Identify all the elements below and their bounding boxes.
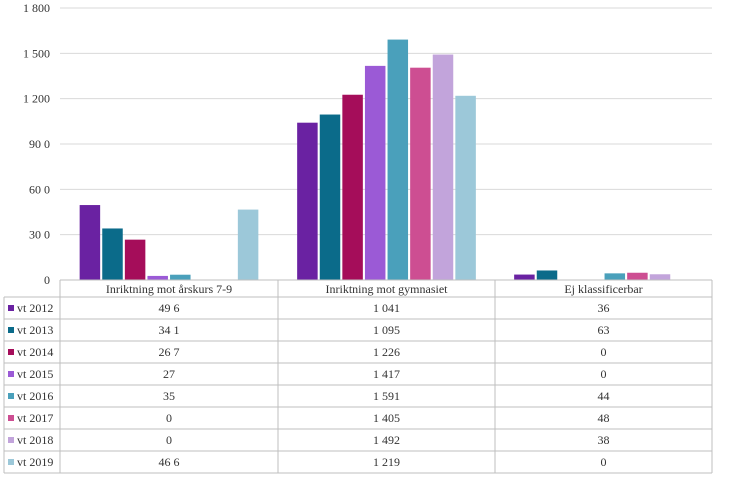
- table-cell-5-1: 1 405: [373, 411, 400, 425]
- table-cell-6-1: 1 492: [373, 433, 400, 447]
- bar-vt2015-cat0: [147, 275, 168, 280]
- bar-vt2013-cat1: [319, 114, 341, 281]
- table-cell-2-2: 0: [601, 345, 607, 359]
- legend-label-1: vt 2013: [17, 323, 53, 337]
- table-cell-4-2: 44: [598, 389, 610, 403]
- bar-vt2015-cat1: [364, 65, 386, 281]
- table-cell-4-0: 35: [163, 389, 175, 403]
- bar-vt2017-cat2: [627, 272, 648, 280]
- table-cell-5-0: 0: [166, 411, 172, 425]
- table-cell-3-2: 0: [601, 367, 607, 381]
- table-cell-0-1: 1 041: [373, 301, 400, 315]
- y-tick-label-3: 90 0: [29, 137, 50, 151]
- bar-vt2019-cat1: [455, 95, 476, 280]
- legend-swatch-2: [8, 349, 14, 355]
- bar-vt2012-cat0: [79, 205, 101, 280]
- bar-vt2012-cat2: [514, 274, 535, 280]
- y-tick-label-0: 0: [44, 273, 50, 287]
- table-cell-5-2: 48: [598, 411, 610, 425]
- bar-vt2014-cat0: [124, 239, 146, 280]
- legend-swatch-4: [8, 393, 14, 399]
- legend-swatch-5: [8, 415, 14, 421]
- bar-vt2016-cat2: [604, 273, 626, 280]
- legend-swatch-6: [8, 437, 14, 443]
- table-cell-3-0: 27: [163, 367, 175, 381]
- legend-label-6: vt 2018: [17, 433, 53, 447]
- bar-vt2019-cat0: [237, 209, 259, 280]
- bar-vt2018-cat2: [649, 274, 671, 280]
- bar-vt2016-cat1: [387, 39, 409, 281]
- table-cell-0-0: 49 6: [159, 301, 180, 315]
- legend-label-5: vt 2017: [17, 411, 53, 425]
- table-cell-2-0: 26 7: [159, 345, 180, 359]
- bar-vt2016-cat0: [170, 274, 191, 280]
- category-label-2: Ej klassificerbar: [564, 282, 642, 296]
- table-cell-4-1: 1 591: [373, 389, 400, 403]
- table-cell-1-2: 63: [598, 323, 610, 337]
- category-label-0: Inriktning mot årskurs 7-9: [106, 282, 232, 296]
- legend-label-3: vt 2015: [17, 367, 53, 381]
- category-label-1: Inriktning mot gymnasiet: [326, 282, 449, 296]
- legend-label-4: vt 2016: [17, 389, 53, 403]
- legend-swatch-7: [8, 459, 14, 465]
- y-tick-label-4: 1 200: [23, 92, 50, 106]
- table-cell-2-1: 1 226: [373, 345, 400, 359]
- table-cell-7-2: 0: [601, 455, 607, 469]
- y-tick-label-6: 1 800: [23, 1, 50, 15]
- legend-label-7: vt 2019: [17, 455, 53, 469]
- legend-swatch-3: [8, 371, 14, 377]
- bar-vt2013-cat0: [102, 228, 123, 280]
- bar-vt2012-cat1: [297, 122, 318, 281]
- table-cell-1-1: 1 095: [373, 323, 400, 337]
- y-tick-label-2: 60 0: [29, 182, 50, 196]
- table-cell-0-2: 36: [598, 301, 610, 315]
- legend-label-2: vt 2014: [17, 345, 53, 359]
- bar-vt2018-cat1: [432, 54, 454, 280]
- y-tick-label-1: 30 0: [29, 228, 50, 242]
- y-tick-label-5: 1 500: [23, 46, 50, 60]
- bar-vt2014-cat1: [342, 94, 363, 280]
- bar-vt2013-cat2: [536, 270, 558, 280]
- bar-vt2017-cat1: [410, 67, 431, 280]
- table-cell-7-1: 1 219: [373, 455, 400, 469]
- table-cell-6-2: 38: [598, 433, 610, 447]
- table-cell-1-0: 34 1: [159, 323, 180, 337]
- table-cell-3-1: 1 417: [373, 367, 400, 381]
- table-cell-7-0: 46 6: [159, 455, 180, 469]
- legend-swatch-1: [8, 327, 14, 333]
- legend-label-0: vt 2012: [17, 301, 53, 315]
- table-cell-6-0: 0: [166, 433, 172, 447]
- legend-swatch-0: [8, 305, 14, 311]
